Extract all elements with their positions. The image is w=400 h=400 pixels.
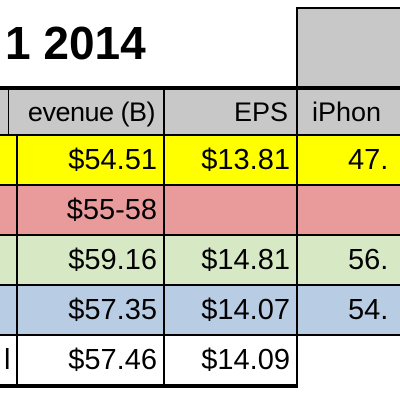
row-label-cell [0, 236, 16, 284]
grid-line [0, 86, 400, 90]
grid-line [0, 134, 400, 136]
row-label-cell [0, 136, 16, 184]
row-revenue-cell: $54.51 [18, 136, 163, 184]
header-iphone: iPhon [298, 90, 400, 134]
row-iphone-cell: 47. [298, 136, 400, 184]
table-title: 1 2014 [5, 17, 146, 69]
grid-line [0, 384, 298, 388]
grid-line [16, 136, 18, 386]
row-eps-cell [165, 186, 296, 234]
row-eps-cell: $14.81 [165, 236, 296, 284]
row-iphone-cell [298, 186, 400, 234]
row-revenue-cell: $55-58 [18, 186, 163, 234]
row-iphone-cell: 56. [298, 236, 400, 284]
title-gray-block [298, 9, 400, 86]
row-iphone-cell [298, 336, 400, 384]
grid-line [163, 90, 165, 386]
grid-line [0, 284, 400, 286]
header-revenue: evenue (B) [8, 90, 163, 134]
row-revenue-cell: $59.16 [18, 236, 163, 284]
row-label-cell [0, 286, 16, 334]
header-label-cell [0, 90, 8, 134]
grid-line [296, 7, 400, 9]
header-eps: EPS [165, 90, 296, 134]
grid-line [296, 7, 298, 386]
row-eps-cell: $14.07 [165, 286, 296, 334]
grid-line [0, 184, 400, 186]
row-eps-cell: $13.81 [165, 136, 296, 184]
grid-line [0, 334, 400, 336]
row-revenue-cell: $57.46 [18, 336, 163, 384]
row-label-cell: l [0, 336, 16, 384]
row-label-cell [0, 186, 16, 234]
row-eps-cell: $14.09 [165, 336, 296, 384]
row-revenue-cell: $57.35 [18, 286, 163, 334]
grid-line [8, 90, 9, 134]
grid-line [0, 234, 400, 236]
row-iphone-cell: 54. [298, 286, 400, 334]
